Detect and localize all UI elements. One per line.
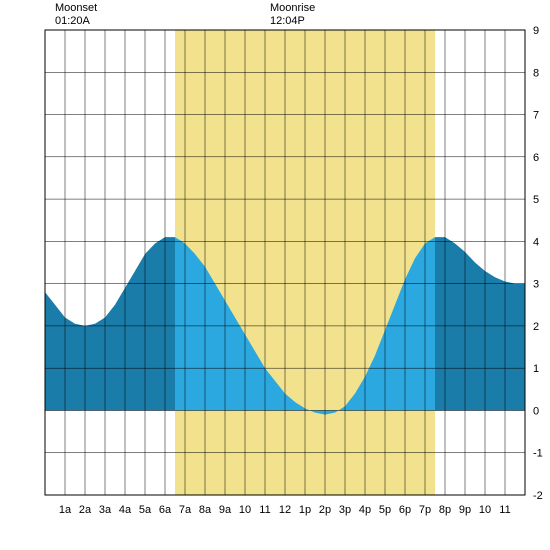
svg-text:3: 3 bbox=[533, 279, 539, 291]
svg-text:7p: 7p bbox=[419, 504, 431, 516]
svg-text:0: 0 bbox=[533, 405, 539, 417]
moonset-title: Moonset bbox=[55, 2, 97, 14]
svg-text:8a: 8a bbox=[199, 504, 212, 516]
svg-text:8: 8 bbox=[533, 67, 539, 79]
svg-text:11: 11 bbox=[499, 504, 510, 516]
svg-text:10: 10 bbox=[239, 504, 251, 516]
svg-text:-2: -2 bbox=[533, 490, 543, 502]
svg-text:-1: -1 bbox=[533, 448, 543, 460]
svg-text:3p: 3p bbox=[339, 504, 351, 516]
svg-text:9: 9 bbox=[533, 25, 539, 37]
svg-text:1p: 1p bbox=[299, 504, 311, 516]
svg-text:4: 4 bbox=[533, 236, 539, 248]
svg-text:11: 11 bbox=[259, 504, 270, 516]
svg-text:2: 2 bbox=[533, 321, 539, 333]
moonset-time: 01:20A bbox=[55, 15, 90, 27]
svg-text:1: 1 bbox=[533, 363, 539, 375]
svg-text:4a: 4a bbox=[119, 504, 132, 516]
chart-svg: -2-101234567891a2a3a4a5a6a7a8a9a1011121p… bbox=[0, 0, 550, 550]
svg-text:1a: 1a bbox=[59, 504, 72, 516]
svg-text:6p: 6p bbox=[399, 504, 411, 516]
svg-text:2a: 2a bbox=[79, 504, 92, 516]
svg-text:4p: 4p bbox=[359, 504, 371, 516]
svg-text:6a: 6a bbox=[159, 504, 172, 516]
tide-chart: Moonset 01:20A Moonrise 12:04P -2-101234… bbox=[0, 0, 550, 550]
svg-text:5a: 5a bbox=[139, 504, 152, 516]
svg-text:5: 5 bbox=[533, 194, 539, 206]
svg-text:3a: 3a bbox=[99, 504, 112, 516]
svg-text:2p: 2p bbox=[319, 504, 331, 516]
svg-text:7a: 7a bbox=[179, 504, 192, 516]
moonrise-time: 12:04P bbox=[270, 15, 305, 27]
svg-text:8p: 8p bbox=[439, 504, 451, 516]
svg-text:6: 6 bbox=[533, 152, 539, 164]
moonrise-title: Moonrise bbox=[270, 2, 315, 14]
svg-text:12: 12 bbox=[279, 504, 291, 516]
moonset-label: Moonset 01:20A bbox=[55, 2, 97, 28]
svg-text:9a: 9a bbox=[219, 504, 232, 516]
svg-text:5p: 5p bbox=[379, 504, 391, 516]
svg-text:9p: 9p bbox=[459, 504, 471, 516]
svg-text:7: 7 bbox=[533, 110, 539, 122]
moonrise-label: Moonrise 12:04P bbox=[270, 2, 315, 28]
svg-text:10: 10 bbox=[479, 504, 491, 516]
